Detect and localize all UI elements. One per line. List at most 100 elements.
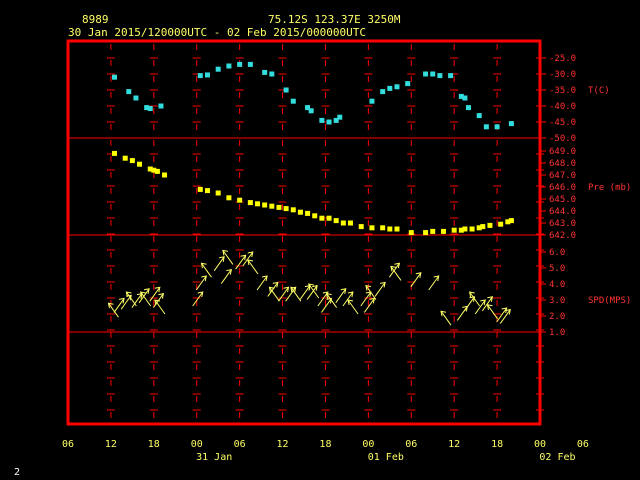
wind-arrow-head (469, 296, 476, 302)
x-tick-label: 18 (491, 439, 503, 450)
wind-arrow-shaft (365, 285, 377, 300)
wind-arrow (342, 291, 354, 307)
wind-arrow (290, 286, 302, 302)
pressure-point (269, 203, 275, 209)
pressure-point (508, 218, 514, 224)
temperature-point (405, 81, 411, 87)
pressure-point (358, 224, 364, 230)
wind-arrow-head (197, 291, 204, 298)
pressure-point (319, 215, 325, 221)
temperature-point (437, 73, 443, 79)
temperature-point (465, 105, 471, 111)
x-tick-label: 00 (362, 439, 374, 450)
temperature-point (483, 124, 489, 130)
temperature-point (326, 119, 332, 125)
wind-arrow-shaft (242, 251, 254, 267)
y-tick-label-pressure: 647.0 (549, 171, 576, 181)
temperature-point (204, 72, 210, 78)
wind-arrow-head (219, 256, 225, 262)
pressure-point (154, 168, 160, 174)
temperature-point (290, 98, 296, 104)
y-tick-label-wind: 4.0 (549, 280, 565, 290)
wind-arrow-head (140, 291, 146, 298)
wind-arrow-shaft (113, 298, 125, 313)
wind-arrow-shaft (192, 291, 204, 307)
wind-arrow (235, 254, 247, 270)
wind-arrow-head (272, 281, 279, 288)
wind-arrow-shaft (154, 299, 166, 315)
pressure-point (440, 228, 446, 234)
y-tick-label-wind: 5.0 (549, 264, 565, 274)
y-tick-label-wind: 3.0 (549, 296, 565, 306)
temperature-point (430, 71, 436, 77)
temperature-point (494, 124, 500, 130)
wind-arrow (468, 291, 481, 307)
pressure-point (340, 220, 346, 226)
wind-arrow-shaft (285, 286, 297, 302)
wind-arrow (410, 272, 422, 288)
wind-arrow (347, 299, 359, 315)
wind-arrow-head (107, 302, 114, 309)
wind-arrow-shaft (363, 298, 375, 313)
pressure-point (137, 161, 143, 167)
wind-arrow-head (505, 308, 511, 315)
wind-arrow (486, 304, 498, 320)
wind-arrow (213, 256, 225, 272)
wind-arrow-head (261, 275, 268, 282)
wind-arrow-head (312, 284, 318, 291)
wind-arrow-shaft (308, 283, 320, 299)
pressure-point (387, 226, 393, 232)
x-tick-label: 12 (448, 439, 460, 450)
y-tick-label-temperature: -30.0 (549, 70, 576, 80)
wind-arrow-shaft (267, 282, 279, 297)
wind-arrow-shaft (140, 291, 152, 307)
wind-arrow-head (501, 307, 508, 314)
pressure-point (290, 207, 296, 213)
page-number: 2 (14, 467, 20, 478)
pressure-point (204, 188, 210, 194)
wind-arrow-head (118, 297, 125, 304)
pressure-point (226, 195, 232, 201)
x-tick-label: 00 (534, 439, 546, 450)
temperature-point (337, 114, 343, 120)
wind-arrow-head (226, 268, 232, 275)
temperature-point (215, 66, 221, 72)
wind-arrow-shaft (428, 275, 440, 291)
wind-arrow-shaft (201, 262, 212, 278)
wind-arrow-head (468, 291, 475, 298)
wind-arrow-head (365, 284, 372, 291)
wind-arrow-shaft (440, 310, 452, 326)
wind-arrow (267, 281, 279, 297)
pressure-point (430, 228, 436, 234)
wind-arrow-shaft (108, 302, 119, 318)
temperature-point (147, 106, 153, 112)
wind-arrow-shaft (487, 304, 498, 320)
wind-arrow-shaft (268, 286, 280, 302)
temperature-point (319, 117, 325, 123)
wind-arrow-head (154, 299, 161, 306)
pressure-point (162, 172, 168, 178)
wind-arrow-head (440, 310, 447, 317)
pressure-point (394, 226, 400, 232)
wind-arrow (325, 292, 338, 308)
date-label: 02 Feb (539, 452, 575, 463)
wind-arrow-shaft (222, 250, 234, 265)
wind-arrow-shaft (213, 256, 225, 272)
temperature-point (462, 95, 468, 101)
wind-arrow-shaft (235, 254, 247, 270)
wind-arrow-shaft (410, 272, 422, 288)
wind-arrow-shaft (306, 285, 318, 300)
wind-arrow (496, 307, 508, 323)
wind-arrow-shaft (388, 262, 400, 278)
pressure-point (462, 226, 468, 232)
pressure-point (312, 213, 318, 219)
temperature-point (247, 61, 253, 67)
wind-arrow (268, 286, 280, 302)
wind-arrow (247, 259, 259, 275)
wind-arrow-head (290, 286, 296, 293)
pressure-point (458, 227, 464, 233)
temperature-point (423, 71, 429, 77)
wind-arrow-head (240, 254, 247, 261)
wind-arrow (220, 268, 232, 284)
wind-arrow-shaft (326, 293, 338, 308)
